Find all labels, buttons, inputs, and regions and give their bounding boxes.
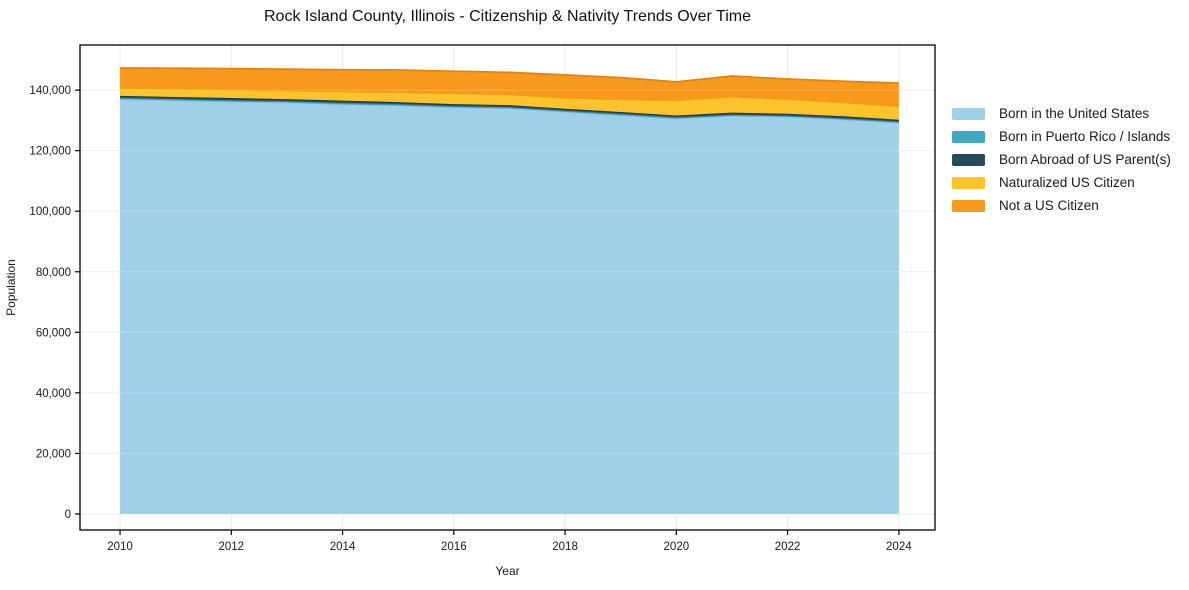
y-tick-label: 20,000 — [36, 448, 71, 460]
y-axis-label: Population — [4, 259, 18, 316]
legend-label: Born in the United States — [999, 106, 1150, 121]
x-tick-label: 2020 — [664, 541, 690, 553]
legend-item: Naturalized US Citizen — [952, 171, 1171, 194]
y-tick-label: 120,000 — [29, 146, 71, 158]
area-band-0 — [120, 99, 899, 514]
area-band-3 — [120, 87, 899, 120]
y-tick-label: 40,000 — [36, 388, 71, 400]
legend-label: Born in Puerto Rico / Islands — [999, 129, 1171, 144]
area-band-edge-4 — [120, 67, 899, 84]
x-tick-label: 2016 — [441, 541, 467, 553]
x-tick-label: 2012 — [219, 541, 245, 553]
legend-item: Not a US Citizen — [952, 194, 1171, 217]
legend-swatch-icon — [952, 107, 985, 120]
area-band-2 — [120, 95, 899, 122]
x-axis-label: Year — [495, 564, 519, 578]
x-tick-label: 2024 — [886, 541, 912, 553]
legend-item: Born in the United States — [952, 102, 1171, 125]
area-band-4 — [120, 68, 899, 107]
chart-title: Rock Island County, Illinois - Citizensh… — [264, 8, 751, 25]
legend-swatch-icon — [952, 199, 985, 212]
legend-label: Not a US Citizen — [999, 198, 1099, 213]
legend-label: Born Abroad of US Parent(s) — [999, 152, 1171, 167]
y-tick-label: 140,000 — [29, 85, 71, 97]
x-tick-label: 2018 — [552, 541, 578, 553]
y-tick-label: 100,000 — [29, 206, 71, 218]
legend-item: Born in Puerto Rico / Islands — [952, 125, 1171, 148]
x-tick-label: 2022 — [775, 541, 801, 553]
y-tick-label: 0 — [65, 509, 71, 521]
legend-swatch-icon — [952, 153, 985, 166]
legend-item: Born Abroad of US Parent(s) — [952, 148, 1171, 171]
legend-swatch-icon — [952, 176, 985, 189]
legend-label: Naturalized US Citizen — [999, 175, 1135, 190]
legend-swatch-icon — [952, 130, 985, 143]
x-tick-label: 2010 — [107, 541, 133, 553]
x-tick-label: 2014 — [330, 541, 356, 553]
y-tick-label: 60,000 — [36, 327, 71, 339]
plot-border — [79, 44, 936, 531]
y-tick-label: 80,000 — [36, 267, 71, 279]
legend: Born in the United States Born in Puerto … — [952, 102, 1171, 217]
